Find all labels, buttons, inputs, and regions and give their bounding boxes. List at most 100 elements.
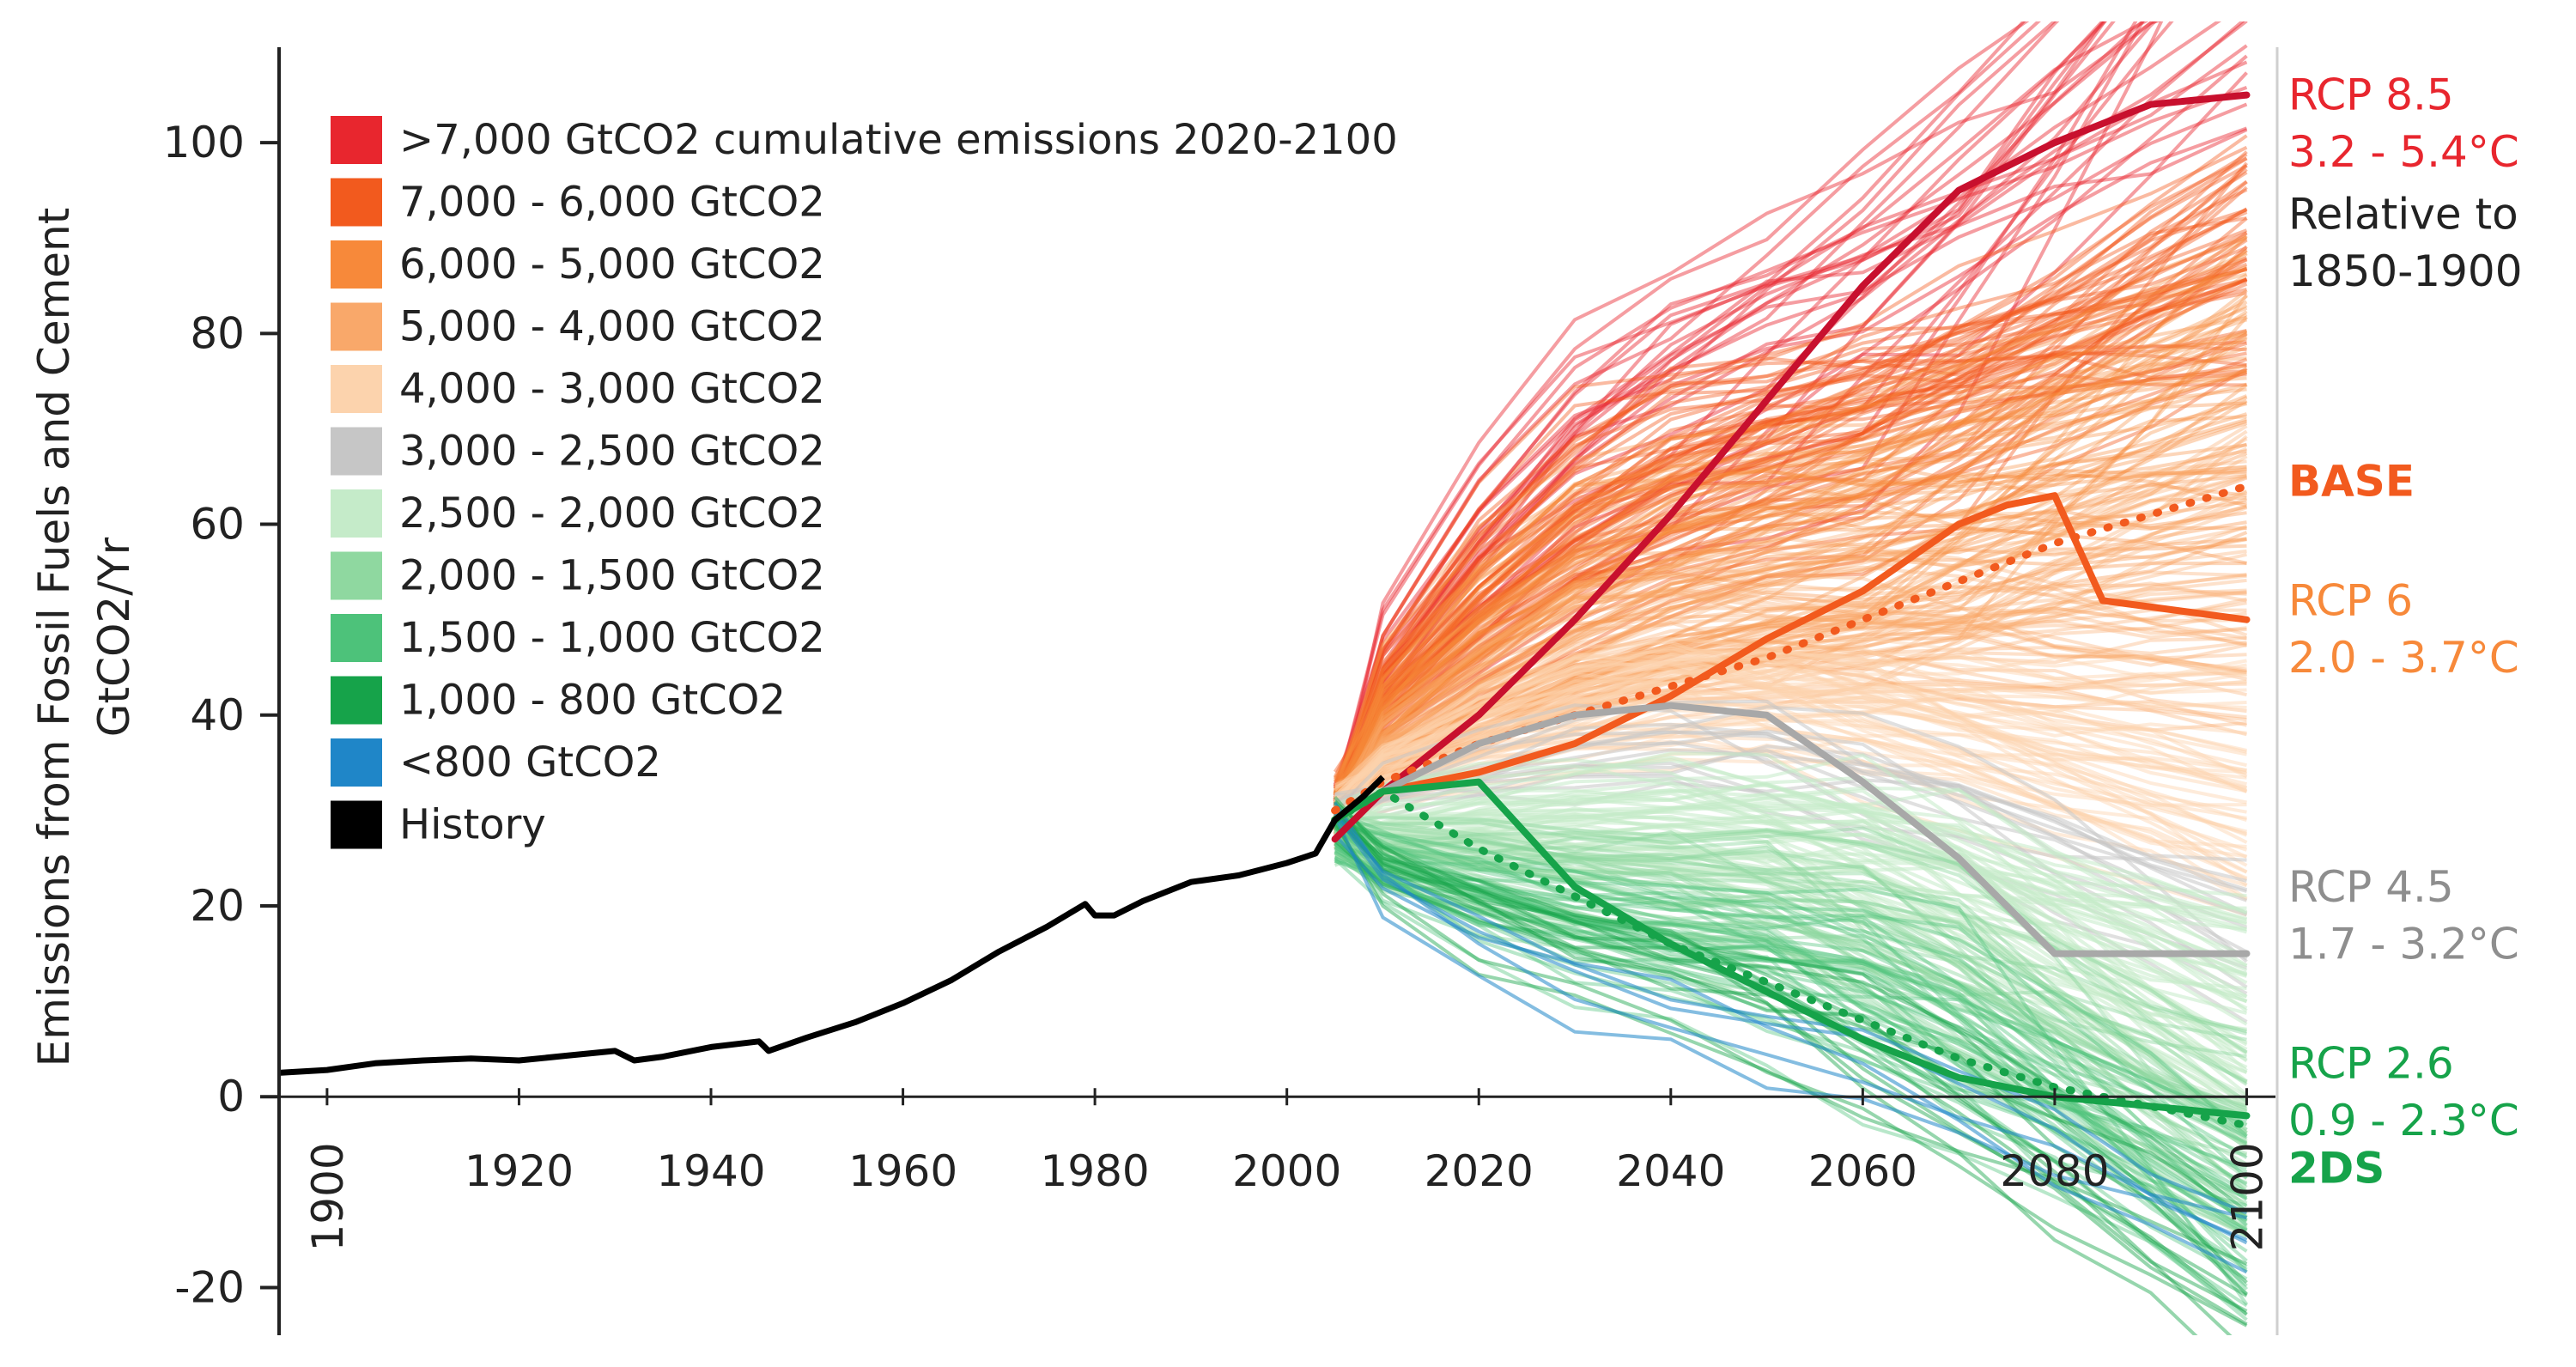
scenario-trace [1333,21,2116,807]
scenario-trace [1334,838,2248,1119]
scenario-trace [1334,335,2248,827]
x-tick-label: 2060 [1808,1146,1917,1196]
scenario-trace [1333,654,2247,825]
scenario-trace [1333,207,2248,804]
scenario-trace [1333,171,2248,787]
scenario-trace [1334,216,2248,820]
scenario-trace [1333,368,2247,791]
scenario-trace [1333,128,2248,805]
scenario-trace [1333,279,2248,806]
scenario-trace [1334,234,2248,797]
x-tick-label: 1960 [848,1146,957,1196]
scenario-trace [1333,814,2248,1242]
legend-swatch [331,614,382,662]
scenario-trace [1333,238,2248,794]
scenario-trace [1333,282,2248,794]
scenario-trace [1333,44,2248,829]
y-tick-label: -20 [174,1262,245,1312]
scenario-trace [1333,351,2247,830]
scenario-trace [1333,231,2248,821]
scenario-trace [1333,371,2248,802]
scenario-trace [1333,465,2247,800]
scenario-trace [1334,644,2248,800]
scenario-trace [1333,266,2248,817]
scenario-trace [1333,252,2248,823]
scenario-trace [1333,363,2247,794]
scenario-trace [1333,153,2248,823]
scenario-trace [1334,753,2248,1072]
scenario-trace [1334,367,2248,821]
legend-label: 1,500 - 1,000 GtCO2 [399,614,825,662]
scenario-trace [1333,671,2248,902]
scenario-trace [1333,341,2248,817]
scenario-trace [1333,353,2247,803]
legend-label: 5,000 - 4,000 GtCO2 [399,303,825,351]
scenario-trace [1333,21,2060,803]
scenario-trace [1333,382,2247,802]
annotation-label: 0.9 - 2.3°C [2288,1096,2519,1145]
scenario-trace [1334,465,2247,801]
scenario-trace [1334,826,2248,1262]
scenario-trace [1334,843,2248,1062]
scenario-trace [1334,822,2248,1103]
scenario-trace [1333,21,2174,789]
scenario-trace [1333,412,2248,811]
scenario-trace [1334,835,2248,1194]
scenario-trace [1333,264,2248,804]
scenario-trace [1333,21,2030,800]
scenario-trace [1334,813,2247,991]
scenario-trace [1334,829,2248,1119]
scenario-trace [1333,504,2247,829]
scenario-trace [1334,825,2248,1222]
legend-swatch [331,489,382,538]
scenario-trace [1333,102,2248,786]
scenario-trace [1334,859,2248,1180]
scenario-trace [1334,828,2248,1150]
annotation-label: RCP 4.5 [2288,862,2454,912]
scenario-trace [1334,535,2247,803]
scenario-trace [1334,636,2247,805]
annotation-label: 1850-1900 [2288,246,2523,296]
scenario-trace [1334,841,2248,1316]
scenario-trace [1334,398,2248,814]
scenario-trace [1334,459,2247,811]
scenario-trace [1333,370,2248,812]
scenario-trace [1333,590,2247,835]
scenario-trace [1333,520,2247,807]
legend-swatch [331,427,382,476]
scenario-trace [1333,156,2248,778]
scenario-trace [1334,332,2248,784]
scenario-trace [1333,21,2221,819]
scenario-trace [1334,506,2248,786]
scenario-trace [1334,841,2248,1123]
scenario-trace [1333,505,2247,811]
scenario-trace [1333,656,2247,834]
scenario-trace [1334,394,2248,808]
scenario-trace [1333,545,2248,824]
y-axis-label: Emissions from Fossil Fuels and Cement G… [29,208,139,1067]
scenario-trace [1333,60,2248,800]
scenario-trace [1334,417,2248,797]
scenario-trace [1334,799,2248,1201]
scenario-trace [1333,208,2248,802]
scenario-trace [1333,345,2248,793]
scenario-trace [1334,660,2247,792]
scenario-trace [1334,808,2248,1003]
legend-label: >7,000 GtCO2 cumulative emissions 2020-2… [399,116,1398,164]
scenario-trace [1334,846,2248,1117]
scenario-line-rcp-8-5 [1331,91,2251,843]
annotation-label: RCP 8.5 [2288,70,2454,120]
scenario-trace [1334,841,2248,1138]
scenario-trace [1333,21,2158,811]
scenario-trace [1333,597,2247,812]
scenario-trace [1333,21,2157,787]
scenario-trace [1334,700,2248,823]
scenario-trace [1334,855,2248,1222]
scenario-trace [1334,822,2248,1132]
scenario-trace [1334,837,2248,1189]
scenario-trace [1333,466,2248,821]
scenario-trace [1333,357,2248,825]
scenario-trace [1333,277,2248,781]
scenario-trace [1333,452,2248,835]
scenario-trace [1334,828,2248,1149]
